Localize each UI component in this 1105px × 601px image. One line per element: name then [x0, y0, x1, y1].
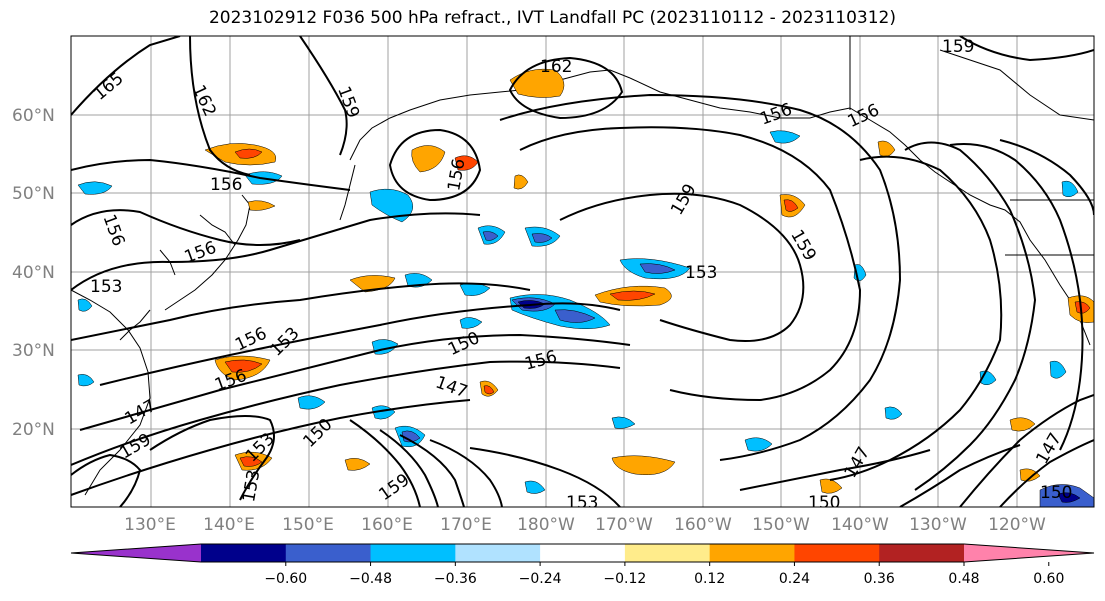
lat-label: 60°N: [12, 106, 55, 126]
lon-label: 160°E: [361, 515, 413, 535]
colorbar-tick-label: 0.48: [948, 571, 979, 587]
lon-label: 170°E: [440, 515, 492, 535]
colorbar-segment: [370, 544, 456, 562]
anomaly-shading: [77, 68, 1094, 507]
gridlines: [71, 36, 1094, 507]
contour-label: 150: [808, 493, 840, 513]
colorbar-tick-label: 0.60: [1033, 571, 1064, 587]
latitude-labels: 60°N 50°N 40°N 30°N 20°N: [12, 106, 55, 440]
contour-label: 150: [1040, 483, 1072, 503]
contour-label: 153: [90, 277, 122, 297]
lon-label: 140°W: [831, 515, 889, 535]
colorbar-tick-label: −0.48: [349, 571, 392, 587]
lat-label: 40°N: [12, 263, 55, 283]
colorbar-tick-label: 0.24: [779, 571, 810, 587]
colorbar-segment: [71, 544, 201, 562]
colorbar-tick-label: −0.12: [603, 571, 646, 587]
lon-label: 140°E: [203, 515, 255, 535]
colorbar: −0.60 −0.48 −0.36 −0.24 −0.12 0.12 0.24 0.36 0.4…: [70, 543, 1095, 587]
lon-label: 170°W: [595, 515, 653, 535]
lat-label: 50°N: [12, 184, 55, 204]
colorbar-tick-label: 0.36: [864, 571, 895, 587]
lon-label: 150°W: [752, 515, 810, 535]
contour-label: 153: [685, 263, 717, 283]
lon-label: 120°W: [988, 515, 1046, 535]
longitude-labels: 130°E 140°E 150°E 160°E 170°E 180°W 170°…: [124, 515, 1046, 535]
contour-label: 153: [566, 493, 598, 513]
colorbar-segment: [964, 544, 1094, 562]
contour-label: 159: [942, 37, 974, 57]
colorbar-segment: [794, 544, 880, 562]
contours: [71, 36, 1094, 507]
lon-label: 150°E: [282, 515, 334, 535]
lon-label: 130°W: [909, 515, 967, 535]
colorbar-tick-label: −0.36: [434, 571, 477, 587]
contour-label: 156: [210, 175, 242, 195]
colorbar-tick-label: −0.24: [519, 571, 562, 587]
lon-label: 130°E: [124, 515, 176, 535]
map-title: 2023102912 F036 500 hPa refract., IVT La…: [208, 8, 896, 28]
contour-label: 162: [540, 57, 572, 77]
lat-label: 20°N: [12, 420, 55, 440]
colorbar-tick-label: 0.12: [694, 571, 725, 587]
lon-label: 160°W: [674, 515, 732, 535]
lat-label: 30°N: [12, 341, 55, 361]
colorbar-segment: [709, 544, 795, 562]
lon-label: 180°W: [517, 515, 575, 535]
colorbar-segment: [201, 544, 287, 562]
colorbar-segment: [624, 544, 711, 562]
colorbar-segment: [540, 544, 626, 562]
colorbar-segment: [455, 544, 541, 562]
map-frame: [70, 35, 1095, 508]
colorbar-outline: [70, 543, 1095, 563]
colorbar-segment: [285, 544, 372, 562]
colorbar-segment: [879, 544, 965, 562]
colorbar-tick-label: −0.60: [264, 571, 307, 587]
